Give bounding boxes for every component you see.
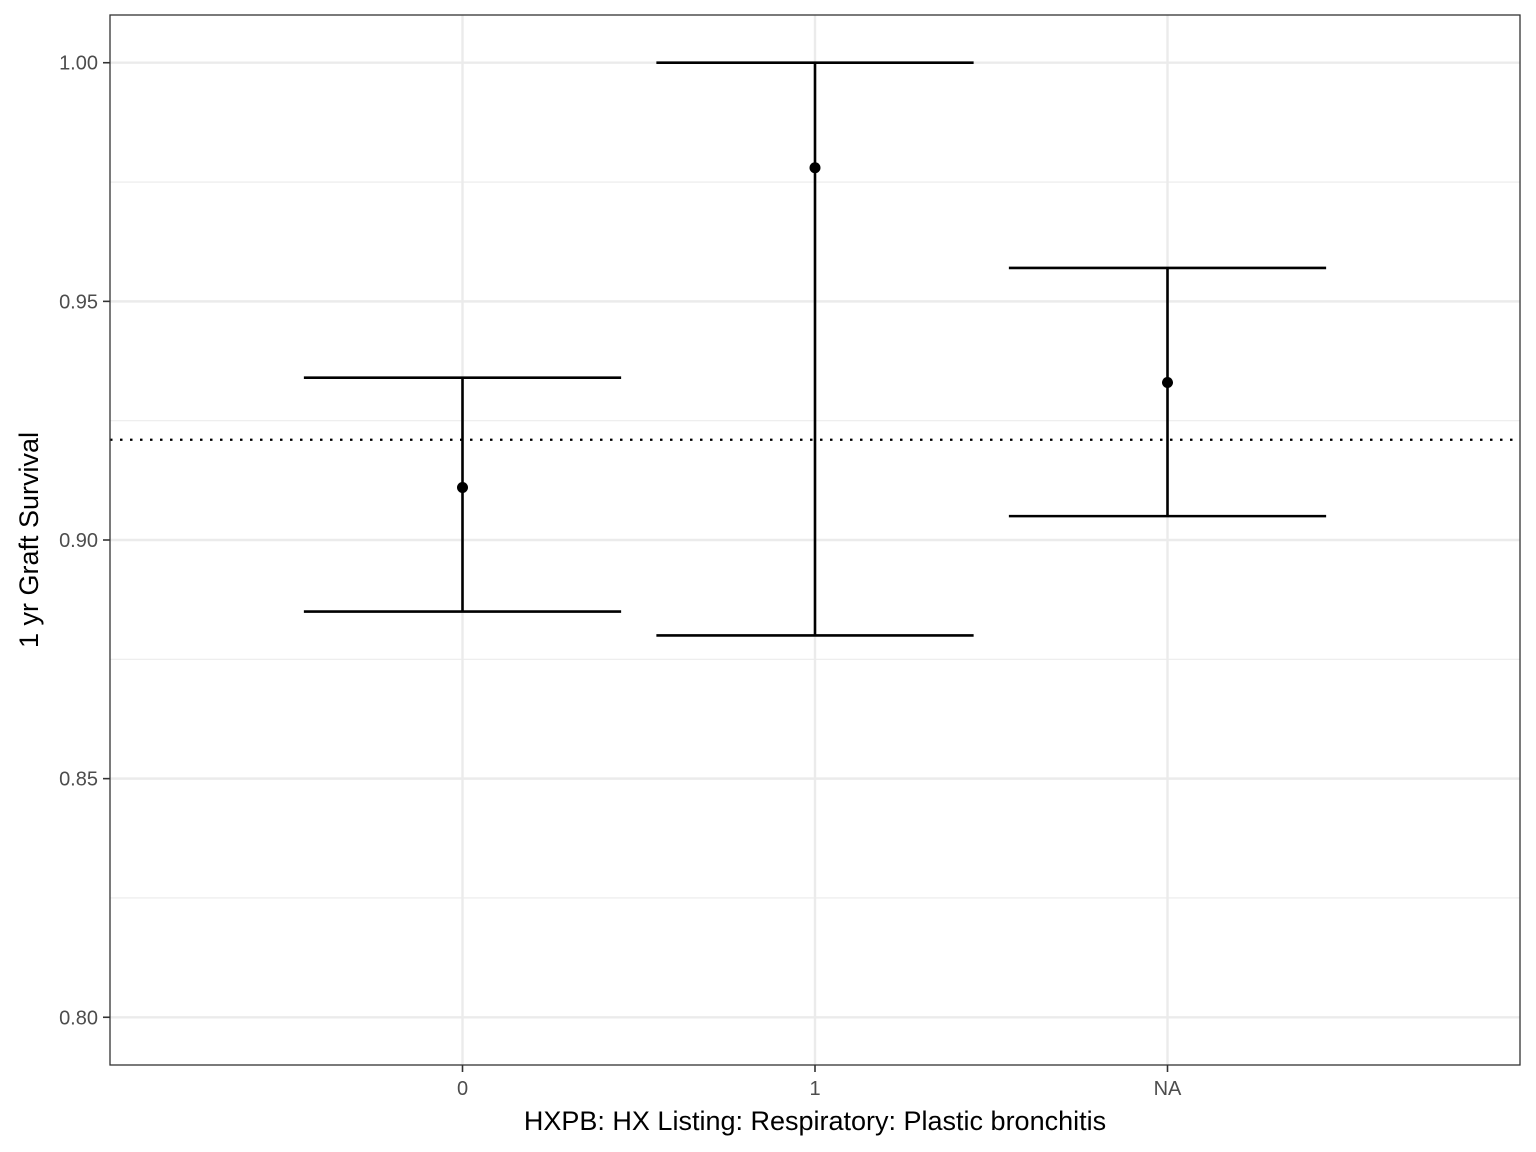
y-tick-label: 0.80 — [59, 1007, 98, 1029]
y-tick-label: 0.85 — [59, 769, 98, 791]
y-tick-label: 1.00 — [59, 53, 98, 75]
point-estimate — [809, 162, 821, 174]
x-tick-label: 1 — [809, 1078, 820, 1100]
y-axis-title: 1 yr Graft Survival — [14, 432, 44, 648]
y-tick-label: 0.95 — [59, 291, 98, 313]
error-bar-0 — [303, 376, 622, 613]
y-tick-label: 0.90 — [59, 530, 98, 552]
error-bar-1 — [656, 61, 974, 637]
point-estimate — [457, 482, 468, 493]
x-tick-label: 0 — [457, 1078, 468, 1100]
point-estimate — [1162, 377, 1173, 388]
x-tick-label: NA — [1154, 1078, 1182, 1100]
error-bars — [303, 61, 1327, 637]
y-axis-ticks: 0.80 0.85 0.90 0.95 1.00 — [59, 53, 110, 1029]
x-axis-title: HXPB: HX Listing: Respiratory: Plastic b… — [524, 1106, 1106, 1136]
x-axis-ticks: 0 1 NA — [457, 1065, 1182, 1100]
error-bar-NA — [1008, 266, 1327, 518]
